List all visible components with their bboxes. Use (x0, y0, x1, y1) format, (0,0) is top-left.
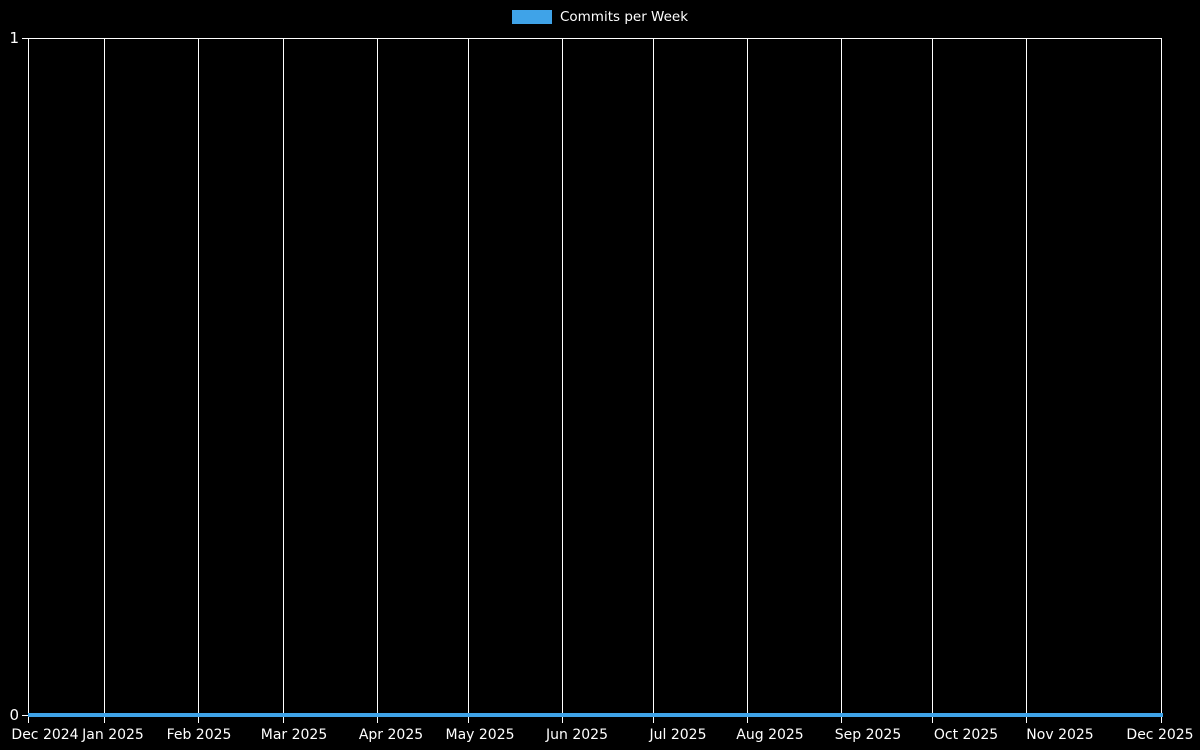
gridline-nov-2025 (1026, 39, 1027, 723)
gridline-dec-2025 (1161, 39, 1162, 723)
y-axis-label-min: 0 (9, 706, 19, 724)
x-axis-tick-may-2025: May 2025 (445, 727, 515, 743)
x-axis-tick-jul-2025: Jul 2025 (649, 727, 707, 743)
plot-area (28, 38, 1162, 723)
x-axis-tick-jan-2025: Jan 2025 (82, 727, 144, 743)
x-axis-tick-oct-2025: Oct 2025 (933, 727, 999, 743)
x-axis-tick-jun-2025: Jun 2025 (546, 727, 608, 743)
gridline-may-2025 (468, 39, 469, 723)
gridline-oct-2025 (932, 39, 933, 723)
y-tick-mark-0 (22, 715, 28, 716)
y-axis-label-max: 1 (9, 29, 19, 47)
series-line-commits-per-week (28, 713, 1163, 717)
gridline-jun-2025 (562, 39, 563, 723)
x-axis-tick-feb-2025: Feb 2025 (166, 727, 232, 743)
x-axis-labels: Dec 2024 Jan 2025 Feb 2025 Mar 2025 Apr … (0, 726, 1200, 750)
gridline-feb-2025 (198, 39, 199, 723)
x-axis-tick-mar-2025: Mar 2025 (260, 727, 328, 743)
legend-swatch-commits-icon (511, 10, 552, 24)
legend-label-commits-per-week: Commits per Week (559, 9, 689, 25)
x-axis-tick-apr-2025: Apr 2025 (358, 727, 424, 743)
x-axis-tick-dec-2024: Dec 2024 (11, 727, 79, 743)
chart-legend: Commits per Week (0, 0, 1200, 34)
gridline-dec-2024 (28, 39, 29, 723)
gridline-jul-2025 (653, 39, 654, 723)
gridline-jan-2025 (104, 39, 105, 723)
gridline-apr-2025 (377, 39, 378, 723)
x-axis-tick-aug-2025: Aug 2025 (736, 727, 804, 743)
x-axis-tick-sep-2025: Sep 2025 (834, 727, 902, 743)
x-axis-tick-nov-2025: Nov 2025 (1026, 727, 1094, 743)
gridline-aug-2025 (747, 39, 748, 723)
legend-item-commits-per-week[interactable]: Commits per Week (511, 7, 689, 27)
x-axis-tick-dec-2025: Dec 2025 (1126, 727, 1194, 743)
gridline-mar-2025 (283, 39, 284, 723)
y-tick-mark-1 (22, 38, 28, 39)
gridline-sep-2025 (841, 39, 842, 723)
